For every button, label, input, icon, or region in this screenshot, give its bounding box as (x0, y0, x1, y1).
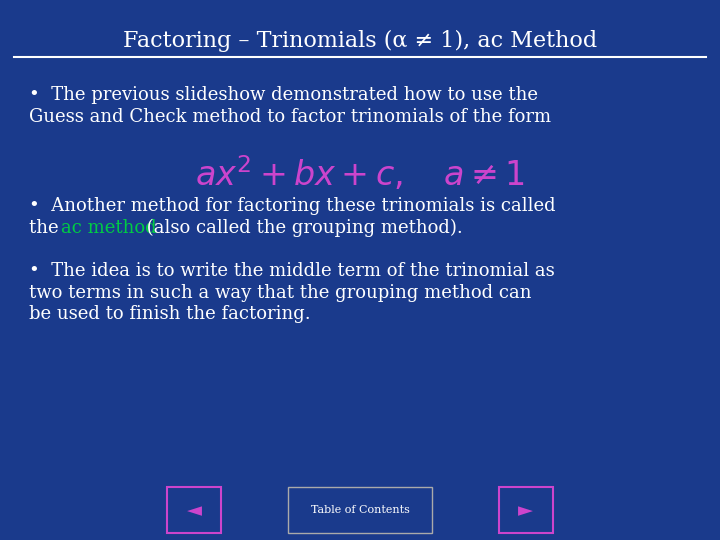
Text: ►: ► (518, 501, 533, 520)
Text: be used to finish the factoring.: be used to finish the factoring. (29, 305, 310, 323)
Text: the: the (29, 219, 64, 237)
Text: •  The previous slideshow demonstrated how to use the: • The previous slideshow demonstrated ho… (29, 86, 538, 104)
Text: ◄: ◄ (187, 501, 202, 520)
FancyBboxPatch shape (288, 487, 432, 534)
Text: •  Another method for factoring these trinomials is called: • Another method for factoring these tri… (29, 197, 555, 215)
Text: $ax^2 + bx + c, \quad a \neq 1$: $ax^2 + bx + c, \quad a \neq 1$ (195, 154, 525, 193)
FancyBboxPatch shape (498, 487, 553, 534)
Text: two terms in such a way that the grouping method can: two terms in such a way that the groupin… (29, 284, 531, 301)
FancyBboxPatch shape (167, 487, 222, 534)
Text: Table of Contents: Table of Contents (310, 505, 410, 515)
Text: ac method: ac method (61, 219, 157, 237)
Text: Guess and Check method to factor trinomials of the form: Guess and Check method to factor trinomi… (29, 108, 551, 126)
Text: (also called the grouping method).: (also called the grouping method). (141, 219, 463, 237)
Text: Factoring – Trinomials (α ≠ 1), ac Method: Factoring – Trinomials (α ≠ 1), ac Metho… (123, 30, 597, 52)
Text: •  The idea is to write the middle term of the trinomial as: • The idea is to write the middle term o… (29, 262, 554, 280)
